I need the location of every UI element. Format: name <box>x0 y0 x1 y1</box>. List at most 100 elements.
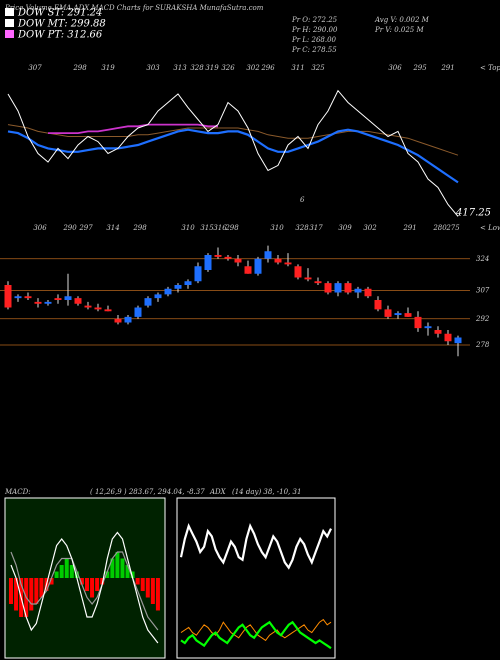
top-label: 326 <box>221 64 235 72</box>
histogram-bar <box>155 578 160 611</box>
adx-title: ADX <box>209 488 227 496</box>
histogram-bar <box>135 578 140 585</box>
low-label: 315 <box>200 224 214 232</box>
candle-body <box>74 298 82 304</box>
candle-body <box>264 251 272 259</box>
candle-body <box>124 316 132 323</box>
candle-body <box>384 309 392 317</box>
y-tick-label: 307 <box>476 287 490 295</box>
ohlc-label: Pr C: 278.55 <box>291 46 337 54</box>
candle-body <box>14 296 22 299</box>
top-label: 303 <box>146 64 160 72</box>
series-line <box>48 123 218 134</box>
candle-body <box>234 258 242 263</box>
volume-label: Pr V: 0.025 M <box>374 26 424 34</box>
candle-body <box>194 266 202 282</box>
histogram-bar <box>145 578 150 598</box>
low-label: 275 <box>445 224 460 232</box>
legend-swatch <box>5 19 14 27</box>
ohlc-label: Pr H: 290.00 <box>291 26 338 34</box>
histogram-bar <box>29 578 34 611</box>
low-label: 316 <box>213 224 227 232</box>
annotation: 6 <box>300 196 305 204</box>
macd-title: MACD: <box>4 488 31 496</box>
low-label: 298 <box>224 224 239 232</box>
ohlc-label: Pr O: 272.25 <box>291 16 338 24</box>
legend-label: DOW PT: 312.66 <box>17 30 103 41</box>
y-tick-label: 324 <box>476 255 489 263</box>
top-label: 306 <box>388 64 402 72</box>
histogram-bar <box>115 552 120 578</box>
histogram-bar <box>125 565 130 578</box>
series-line <box>179 522 332 570</box>
macd-params: ( 12,26,9 ) 283.67, 294.04, -8.37 <box>90 488 205 496</box>
candle-body <box>434 330 442 334</box>
series-line <box>180 620 332 650</box>
candle-body <box>364 288 372 297</box>
candle-body <box>4 285 12 308</box>
candle-body <box>344 283 352 293</box>
top-label: 302 <box>246 64 260 72</box>
low-label: 291 <box>402 224 416 232</box>
histogram-bar <box>110 558 115 578</box>
series-line <box>180 618 332 642</box>
volume-label: Avg V: 0.002 M <box>374 16 430 24</box>
histogram-bar <box>140 578 145 591</box>
low-label: 310 <box>181 224 195 232</box>
low-label: 306 <box>33 224 47 232</box>
candle-body <box>334 283 342 293</box>
low-label: 314 <box>106 224 119 232</box>
low-label: 297 <box>78 224 93 232</box>
histogram-bar <box>105 571 110 578</box>
candle-body <box>84 305 92 308</box>
candle-body <box>214 255 222 257</box>
series-line <box>10 531 159 644</box>
series-line <box>7 89 459 217</box>
histogram-bar <box>69 565 74 578</box>
histogram-bar <box>130 571 135 578</box>
candle-body <box>324 283 332 293</box>
lows-label: < Lows <box>480 224 500 232</box>
candle-body <box>64 296 72 300</box>
top-label: 295 <box>412 64 427 72</box>
histogram-bar <box>95 578 100 591</box>
candle-body <box>294 266 302 278</box>
candle-body <box>94 307 102 310</box>
tops-label: < Tops <box>480 64 500 72</box>
candle-body <box>134 307 142 317</box>
histogram-bar <box>64 558 69 578</box>
top-label: 307 <box>28 64 42 72</box>
adx-panel <box>176 497 336 659</box>
adx-params: (14 day) 38, -10, 31 <box>232 488 301 496</box>
candle-body <box>444 333 452 342</box>
low-label: 309 <box>338 224 352 232</box>
top-label: 313 <box>173 64 187 72</box>
low-label: 310 <box>270 224 284 232</box>
histogram-bar <box>100 578 105 585</box>
low-label: 302 <box>363 224 377 232</box>
histogram-bar <box>150 578 155 604</box>
candle-body <box>274 258 282 263</box>
top-label: 319 <box>205 64 219 72</box>
top-label: 296 <box>260 64 275 72</box>
candle-body <box>284 262 292 265</box>
candle-body <box>424 326 432 329</box>
candle-body <box>184 281 192 285</box>
series-line <box>7 128 459 184</box>
histogram-bar <box>34 578 39 604</box>
top-label: 311 <box>291 64 304 72</box>
candle-body <box>34 301 42 304</box>
candle-body <box>244 266 252 274</box>
histogram-bar <box>79 578 84 585</box>
candle-body <box>54 298 62 300</box>
candle-body <box>174 285 182 289</box>
histogram-bar <box>120 558 125 578</box>
candle-body <box>404 313 412 317</box>
low-label: 280 <box>432 224 447 232</box>
top-label: 325 <box>311 64 325 72</box>
low-label: 328 <box>295 224 309 232</box>
histogram-bar <box>90 578 95 598</box>
candle-body <box>24 296 32 299</box>
candle-body <box>454 337 462 344</box>
